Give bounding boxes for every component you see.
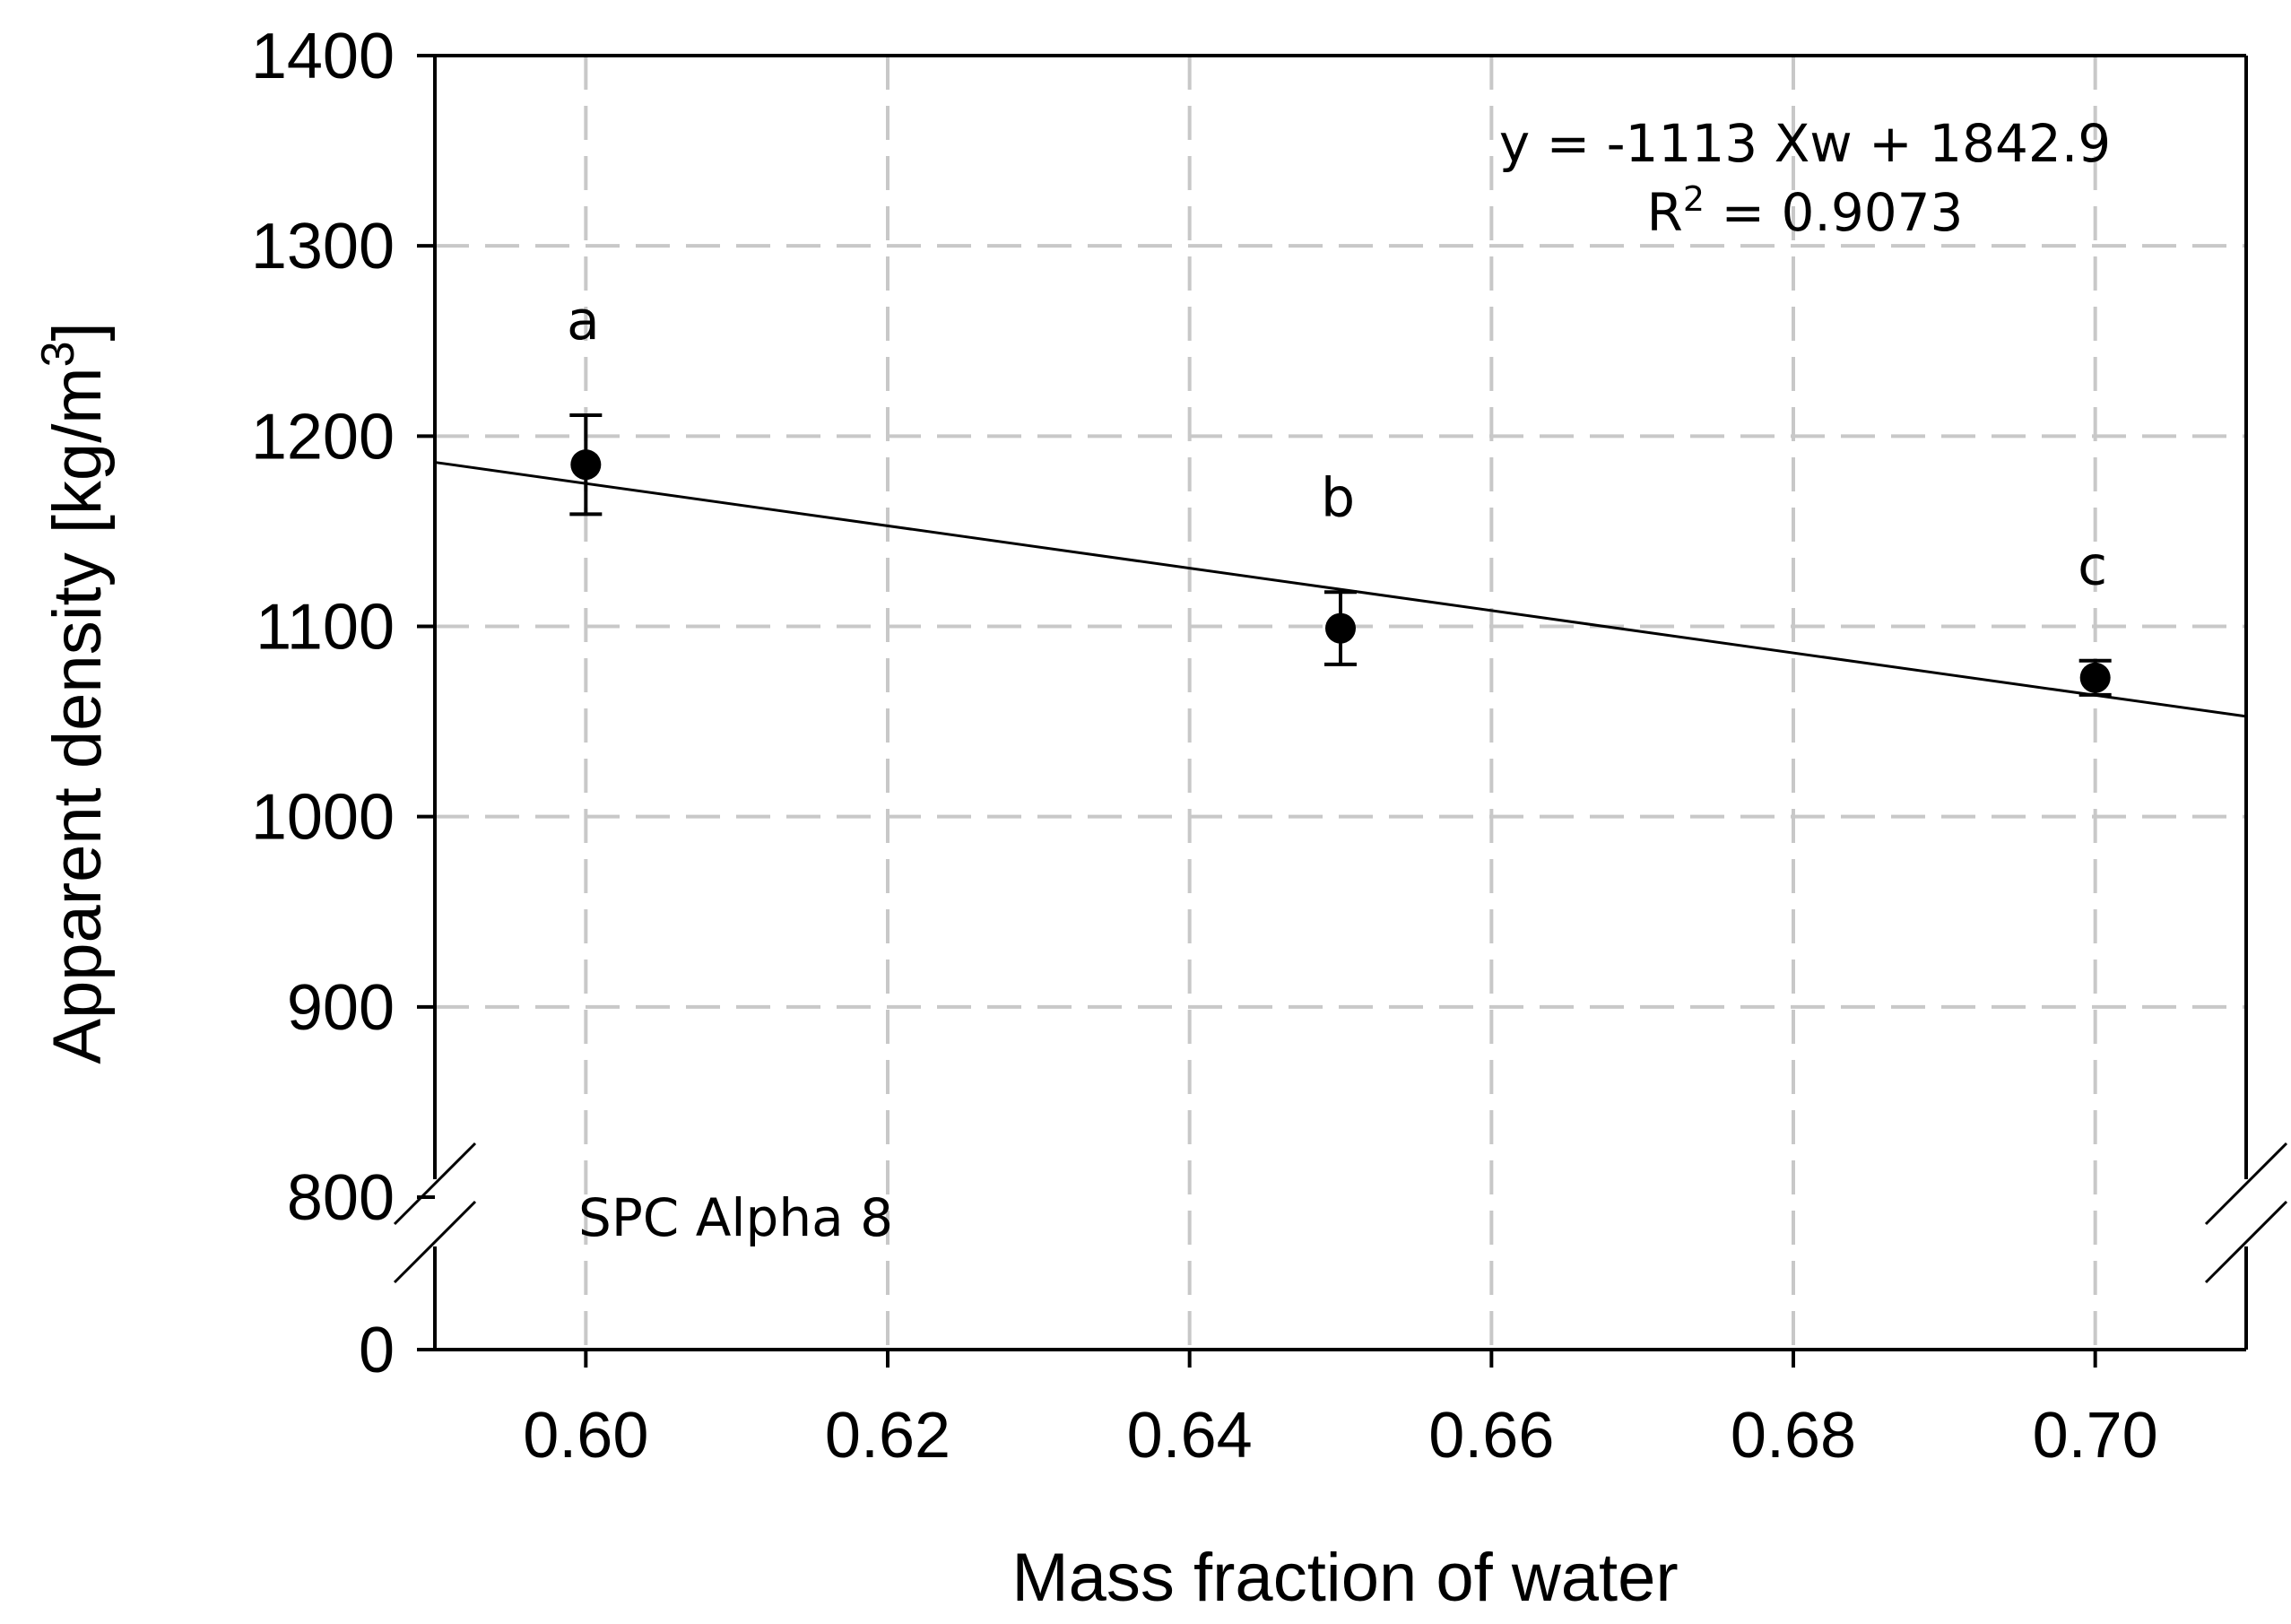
r-squared-value: = 0.9073 [1705, 182, 1963, 243]
y-tick-label: 1100 [256, 592, 395, 664]
data-point [1325, 612, 1356, 644]
data-point [2079, 662, 2111, 693]
y-axis-title-main: Apparent density [kg/m [39, 367, 116, 1064]
axes-frame [393, 54, 2288, 1351]
significance-letter: c [2078, 535, 2107, 598]
x-tick-label: 0.64 [1127, 1400, 1253, 1472]
x-tick-label: 0.68 [1731, 1400, 1856, 1472]
axis-break-mark [2204, 1200, 2288, 1284]
data-point [570, 449, 602, 481]
significance-letter: b [1321, 466, 1355, 529]
axis-break-mark [2204, 1142, 2288, 1226]
y-tick-label: 900 [287, 972, 395, 1044]
y-axis-title-close: ] [39, 322, 116, 341]
x-tick-label: 0.70 [2033, 1400, 2158, 1472]
axis-break-mark [393, 1200, 477, 1284]
regression-line [434, 461, 2247, 718]
y-axis-title: Apparent density [kg/m3] [32, 322, 116, 1064]
y-tick-label: 1200 [251, 401, 395, 473]
y-axis-title-sup: 3 [32, 341, 84, 367]
x-axis-title: Mass fraction of water [1011, 1540, 1678, 1616]
r-squared-label: R2 = 0.9073 [1647, 179, 1964, 243]
axis-break-mark [393, 1142, 477, 1226]
y-tick-label: 800 [287, 1162, 395, 1234]
x-tick-label: 0.60 [523, 1400, 648, 1472]
y-tick-label: 1000 [251, 782, 395, 854]
equation-label: y = -1113 Xw + 1842.9 [1499, 113, 2111, 174]
x-tick-label: 0.66 [1428, 1400, 1554, 1472]
x-tick-label: 0.62 [825, 1400, 950, 1472]
r-squared-sup: 2 [1683, 179, 1705, 219]
sample-label: SPC Alpha 8 [578, 1187, 893, 1248]
y-tick-label: 1400 [251, 21, 395, 92]
r-squared-prefix: R [1647, 182, 1683, 243]
tick-labels: 800 900 1000 1100 1200 1300 1400 0 0.60 0.62 0.64 0… [251, 21, 2158, 1472]
significance-letter: a [567, 290, 600, 352]
y-tick-label: 1300 [251, 211, 395, 282]
grid-lines [435, 56, 2246, 1350]
data-points: a b c [567, 290, 2112, 697]
y-tick-label-zero: 0 [359, 1315, 395, 1386]
